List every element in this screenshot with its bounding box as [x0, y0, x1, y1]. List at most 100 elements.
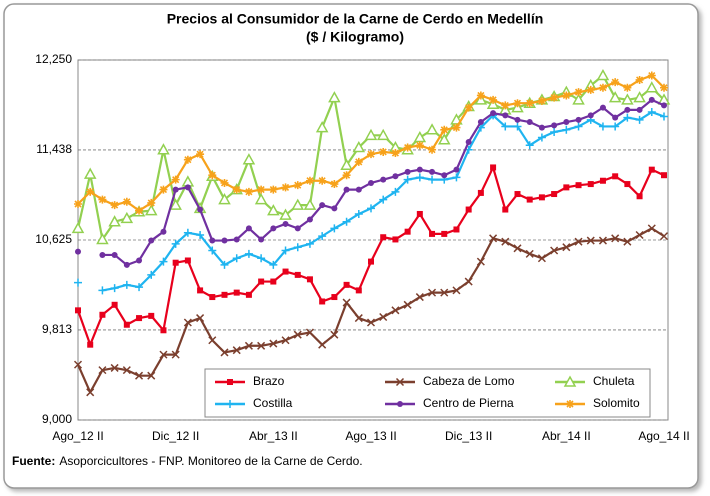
marker — [645, 81, 659, 93]
marker — [563, 119, 570, 126]
marker — [110, 284, 119, 293]
marker — [233, 289, 240, 296]
marker — [648, 166, 655, 173]
marker — [661, 102, 667, 109]
marker — [245, 291, 252, 298]
marker — [330, 224, 339, 233]
marker — [86, 187, 95, 196]
marker — [623, 237, 632, 246]
x-tick-label: Ago_13 II — [345, 429, 396, 443]
marker — [110, 201, 119, 210]
marker — [514, 191, 521, 198]
marker — [281, 246, 290, 255]
marker — [233, 236, 240, 243]
marker — [392, 236, 399, 243]
y-tick-label: 9,000 — [42, 412, 72, 426]
marker — [183, 155, 192, 164]
marker — [73, 360, 83, 369]
marker — [612, 173, 619, 180]
marker — [566, 400, 574, 408]
legend-label: Chuleta — [593, 374, 635, 388]
marker — [538, 124, 545, 131]
marker — [526, 196, 533, 203]
marker — [404, 228, 411, 235]
marker — [379, 195, 388, 204]
marker — [183, 318, 192, 327]
marker — [257, 254, 266, 263]
marker — [587, 112, 594, 119]
legend-label: Centro de Pierna — [423, 396, 514, 410]
marker — [391, 149, 400, 158]
marker — [611, 122, 620, 131]
marker — [538, 194, 545, 201]
marker — [525, 141, 534, 150]
marker — [525, 99, 534, 108]
marker — [303, 198, 317, 210]
marker — [136, 315, 143, 322]
marker — [440, 125, 449, 134]
marker — [465, 206, 472, 213]
marker — [144, 204, 158, 216]
marker — [352, 140, 366, 153]
marker — [71, 221, 85, 234]
marker — [453, 226, 460, 233]
marker — [368, 258, 374, 265]
marker — [340, 158, 353, 170]
marker — [343, 281, 350, 288]
marker — [550, 246, 559, 255]
marker — [232, 254, 241, 263]
chart-title: Precios al Consumidor de la Carne de Cer… — [167, 11, 544, 27]
marker — [294, 271, 301, 278]
marker — [136, 257, 143, 264]
marker — [208, 336, 217, 345]
marker — [354, 314, 363, 323]
marker — [306, 276, 313, 283]
marker — [660, 112, 668, 121]
marker — [376, 128, 390, 141]
marker — [208, 246, 217, 255]
marker — [355, 287, 362, 294]
marker — [562, 125, 571, 134]
marker — [281, 183, 290, 192]
marker — [611, 234, 620, 243]
marker — [392, 173, 399, 180]
marker — [404, 168, 411, 175]
marker — [293, 243, 302, 252]
marker — [196, 150, 205, 159]
marker — [660, 83, 668, 92]
marker — [319, 202, 326, 209]
marker — [291, 198, 305, 210]
marker — [171, 175, 180, 184]
marker — [342, 298, 351, 307]
marker — [75, 248, 81, 255]
marker — [452, 173, 461, 182]
marker — [221, 237, 228, 244]
marker — [269, 339, 278, 348]
marker — [477, 119, 484, 126]
marker — [74, 278, 82, 287]
series — [75, 164, 667, 348]
marker — [550, 93, 559, 102]
marker — [267, 204, 280, 216]
marker — [391, 187, 400, 196]
marker — [122, 280, 131, 289]
marker — [429, 230, 436, 237]
marker — [537, 133, 546, 142]
marker — [441, 172, 448, 179]
marker — [623, 113, 632, 122]
marker — [647, 71, 656, 80]
marker — [135, 371, 144, 380]
marker — [184, 257, 191, 264]
marker — [197, 287, 204, 294]
legend-label: Brazo — [253, 374, 285, 388]
marker — [294, 225, 301, 232]
marker — [574, 237, 583, 246]
marker — [343, 186, 350, 193]
y-tick-label: 11,438 — [36, 142, 72, 156]
marker — [305, 176, 314, 185]
marker — [395, 377, 405, 387]
legend-label: Cabeza de Lomo — [423, 374, 515, 388]
marker — [209, 294, 216, 301]
marker — [661, 172, 667, 179]
